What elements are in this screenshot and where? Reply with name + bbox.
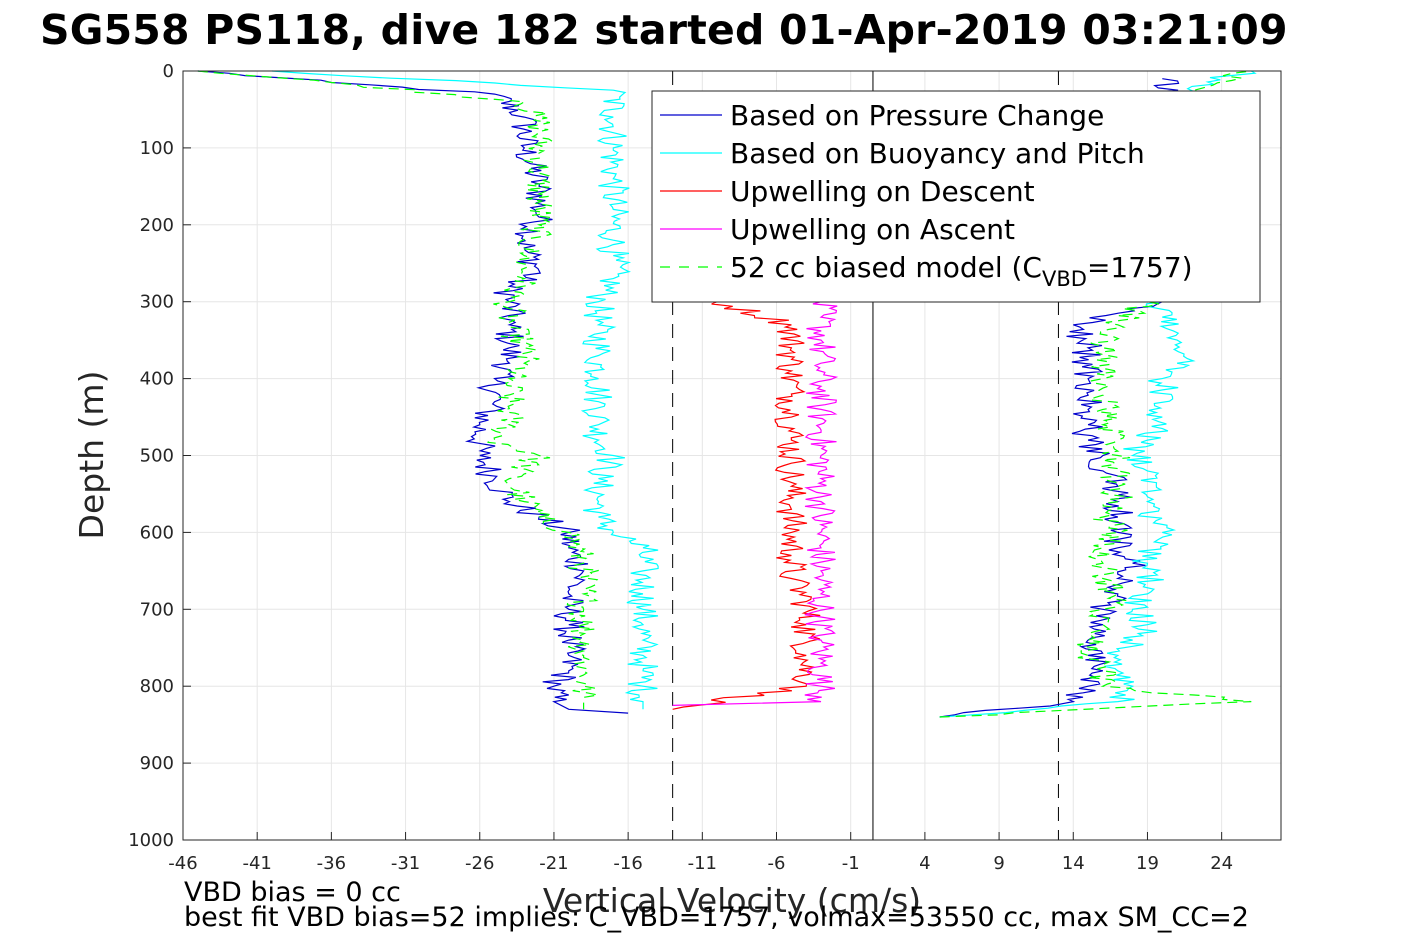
series-ascent_upwelling	[672, 301, 839, 706]
x-tick-label: 24	[1210, 853, 1233, 874]
y-tick-label: 800	[140, 676, 174, 697]
x-tick-label: 9	[993, 853, 1004, 874]
y-tick-label: 700	[140, 599, 174, 620]
legend-entry: Upwelling on Ascent	[730, 213, 1015, 246]
x-tick-label: 14	[1062, 853, 1085, 874]
x-axis-label: Vertical Velocity (cm/s)	[543, 881, 921, 920]
tick-labels: -46 -41 -36 -31 -26 -21 -16 -11 -6 -1 4 9 14 19 24 0 100…	[128, 61, 1233, 874]
y-axis-label: Depth (m)	[72, 371, 111, 540]
y-tick-label: 900	[140, 753, 174, 774]
y-tick-label: 500	[140, 446, 174, 467]
x-tick-label: -36	[317, 853, 346, 874]
y-tick-label: 1000	[128, 830, 174, 851]
legend: Based on Pressure Change Based on Buoyanc…	[651, 90, 1261, 303]
x-tick-label: -31	[391, 853, 420, 874]
chart-title: SG558 PS118, dive 182 started 01-Apr-201…	[40, 6, 1288, 54]
series-pressure_descent	[197, 70, 629, 714]
footer-best-fit: best fit VBD bias=52 implies: C_VBD=1757…	[184, 902, 1249, 933]
x-tick-label: -1	[842, 853, 860, 874]
x-tick-label: -21	[539, 853, 568, 874]
x-tick-label: -6	[768, 853, 786, 874]
series-descent_upwelling	[672, 301, 821, 710]
x-tick-label: -16	[613, 853, 642, 874]
x-tick-label: -41	[242, 853, 271, 874]
legend-entry: Upwelling on Descent	[730, 175, 1035, 208]
legend-entry-text: 52 cc biased model (C	[730, 251, 1042, 284]
series-model_descent	[197, 70, 600, 710]
y-tick-label: 600	[140, 522, 174, 543]
x-tick-label: -11	[688, 853, 717, 874]
legend-entry-text-end: =1757)	[1087, 251, 1193, 284]
footer-vbd-bias: VBD bias = 0 cc	[184, 877, 401, 908]
y-tick-label: 0	[163, 61, 174, 82]
legend-entry: Based on Pressure Change	[730, 99, 1104, 132]
series-buoyancy_descent	[271, 70, 659, 710]
x-tick-label: 4	[919, 853, 930, 874]
legend-entry: 52 cc biased model (CVBD=1757)	[730, 251, 1193, 291]
y-tick-label: 100	[140, 138, 174, 159]
y-tick-label: 400	[140, 369, 174, 390]
y-tick-label: 300	[140, 292, 174, 313]
y-tick-label: 200	[140, 215, 174, 236]
x-tick-label: 19	[1136, 853, 1159, 874]
legend-entry-subscript: VBD	[1042, 267, 1087, 291]
x-tick-label: -26	[465, 853, 494, 874]
legend-entry: Based on Buoyancy and Pitch	[730, 137, 1145, 170]
legend-box	[651, 90, 1261, 303]
x-tick-label: -46	[168, 853, 197, 874]
